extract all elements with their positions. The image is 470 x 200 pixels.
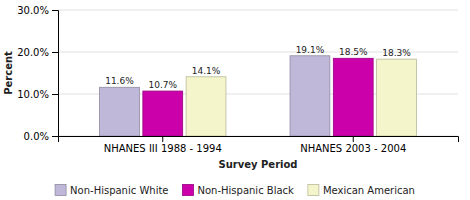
tick-label: 0.0% bbox=[24, 131, 49, 142]
bar bbox=[186, 77, 226, 136]
legend-item: Mexican American bbox=[308, 185, 415, 196]
grid bbox=[58, 10, 458, 136]
bar bbox=[290, 56, 330, 136]
tick-label: NHANES 2003 - 2004 bbox=[300, 143, 406, 154]
bars bbox=[100, 56, 417, 136]
data-label: 14.1% bbox=[192, 66, 221, 76]
axis-line bbox=[59, 137, 459, 143]
tick: NHANES 2003 - 2004 bbox=[300, 136, 406, 154]
tick-label: NHANES III 1988 - 1994 bbox=[104, 143, 222, 154]
tick: 0.0% bbox=[24, 131, 58, 142]
plot: 11.6% 19.1% 10.7% 18.5% 14.1% 18.3% 0.0% 10.0% 2… bbox=[3, 5, 459, 170]
tick-label: 30.0% bbox=[17, 5, 49, 16]
bar-series bbox=[100, 56, 330, 136]
chart-container: 11.6% 19.1% 10.7% 18.5% 14.1% 18.3% 0.0% 10.0% 2… bbox=[0, 0, 470, 200]
legend-label: Mexican American bbox=[323, 185, 415, 196]
tick: 20.0% bbox=[17, 47, 58, 58]
y-axis: 0.0% 10.0% 20.0% 30.0% bbox=[17, 5, 58, 142]
legend-swatch bbox=[308, 185, 319, 196]
chart: 11.6% 19.1% 10.7% 18.5% 14.1% 18.3% 0.0% 10.0% 2… bbox=[0, 0, 470, 200]
legend-label: Non-Hispanic Black bbox=[197, 185, 294, 196]
tick-mark bbox=[162, 136, 163, 142]
tick-mark bbox=[52, 52, 58, 53]
legend-label: Non-Hispanic White bbox=[70, 185, 168, 196]
axis-line bbox=[52, 11, 59, 137]
bar-series bbox=[143, 58, 373, 136]
bar-series bbox=[186, 59, 416, 136]
tick-label: 10.0% bbox=[17, 89, 49, 100]
bar bbox=[377, 59, 417, 136]
data-label: 18.5% bbox=[339, 47, 368, 57]
bar bbox=[100, 87, 140, 136]
data-label: 11.6% bbox=[105, 76, 134, 86]
data-labels: 11.6% 19.1% 10.7% 18.5% 14.1% 18.3% bbox=[105, 45, 411, 90]
tick: 30.0% bbox=[17, 5, 58, 16]
tick-mark bbox=[353, 136, 354, 142]
legend-swatch bbox=[182, 185, 193, 196]
grid-line bbox=[58, 10, 458, 11]
tick-mark bbox=[52, 136, 58, 137]
legend: Non-Hispanic White Non-Hispanic Black Mexi… bbox=[55, 185, 415, 196]
legend-item: Non-Hispanic White bbox=[55, 185, 168, 196]
tick: NHANES III 1988 - 1994 bbox=[104, 136, 222, 154]
y-axis-title: Percent bbox=[3, 51, 14, 95]
bar bbox=[333, 58, 373, 136]
data-label: 10.7% bbox=[148, 80, 177, 90]
tick-mark bbox=[52, 94, 58, 95]
data-label: 19.1% bbox=[296, 45, 325, 55]
legend-swatch bbox=[55, 185, 66, 196]
data-label: 18.3% bbox=[382, 48, 411, 58]
legend-item: Non-Hispanic Black bbox=[182, 185, 294, 196]
tick-label: 20.0% bbox=[17, 47, 49, 58]
bar bbox=[143, 91, 183, 136]
tick: 10.0% bbox=[17, 89, 58, 100]
tick-mark bbox=[52, 10, 58, 11]
x-axis: NHANES III 1988 - 1994 NHANES 2003 - 2004 bbox=[59, 136, 459, 154]
x-axis-title: Survey Period bbox=[218, 159, 297, 170]
